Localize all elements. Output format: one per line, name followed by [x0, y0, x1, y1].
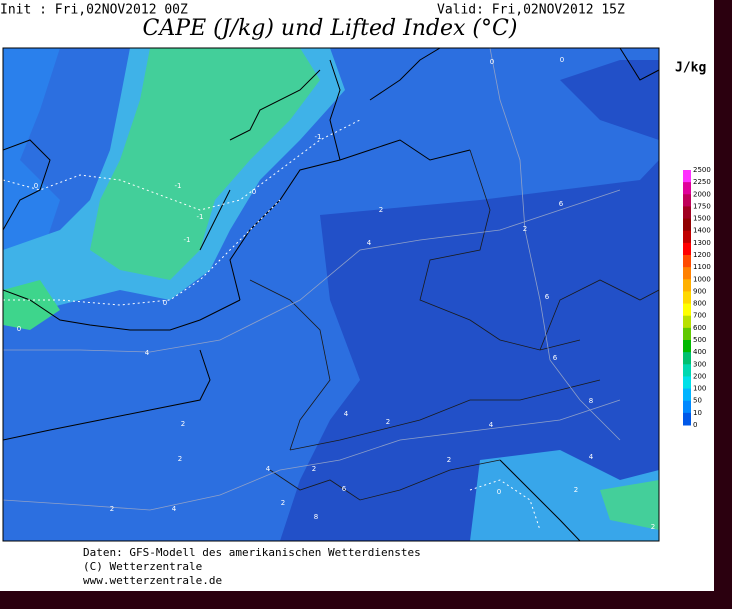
colorbar-swatch: [683, 340, 691, 353]
colorbar-label: 600: [693, 324, 706, 332]
contour-label: 2: [447, 456, 451, 464]
colorbar-label: 1200: [693, 251, 711, 259]
contour-label: 4: [489, 421, 494, 429]
colorbar-swatch: [683, 303, 691, 317]
field-green-2: [3, 280, 60, 330]
colorbar-label: 1000: [693, 275, 711, 283]
coastlines: [3, 48, 659, 541]
colorbar-swatch: [683, 291, 691, 305]
colorbar-label: 800: [693, 300, 706, 308]
colorbar-swatch: [683, 315, 691, 329]
contour-label: 4: [266, 465, 271, 473]
field-green: [90, 48, 320, 280]
colorbar-swatch: [683, 388, 691, 402]
colorbar-label: 2250: [693, 178, 711, 186]
contour-label: 0: [560, 56, 564, 64]
contour-label: 0: [497, 488, 501, 496]
contour-label: 2: [281, 499, 285, 507]
contour-label: 2: [110, 505, 114, 513]
colorbar-swatch: [683, 242, 691, 256]
contour-label: 8: [314, 513, 318, 521]
colorbar-label: 2000: [693, 190, 711, 198]
colorbar-label: 1750: [693, 202, 711, 210]
contour-label: 4: [172, 505, 177, 513]
colorbar-label: 200: [693, 372, 706, 380]
field-light: [3, 48, 60, 280]
colorbar-swatch: [683, 182, 691, 195]
colorbar-swatch: [683, 400, 691, 414]
contour-label: 0: [490, 58, 494, 66]
contour-label: 2: [386, 418, 390, 426]
colorbar-swatch: [683, 170, 691, 183]
contour-label: -1: [175, 182, 182, 190]
colorbar-swatch: [683, 352, 691, 365]
contour-label: 6: [559, 200, 564, 208]
contour-label: 0: [163, 299, 167, 307]
colorbar-swatch: [683, 267, 691, 280]
colorbar-swatch: [683, 230, 691, 244]
colorbar-swatch: [683, 412, 691, 426]
colorbar-swatch: [683, 376, 691, 390]
init-label: Init : Fri,02NOV2012 00Z: [0, 3, 188, 18]
contour-label: 0: [17, 325, 21, 333]
contour-label: 4: [589, 453, 594, 461]
contour-label: -1: [197, 213, 204, 221]
colorbar-swatch: [683, 194, 691, 207]
li-contours-pos: [3, 48, 621, 511]
colorbar-label: 50: [693, 397, 702, 405]
field-dark-2: [560, 60, 659, 140]
contour-label: 4: [145, 349, 150, 357]
colorbar-swatch: [683, 206, 691, 220]
colorbar-swatch: [683, 255, 691, 268]
contour-label: 0: [252, 188, 256, 196]
map-frame: [2, 47, 660, 542]
colorbar-label: 400: [693, 348, 706, 356]
colorbar-swatch: [683, 364, 691, 377]
li-contours: [3, 119, 541, 531]
field-dark: [280, 160, 659, 541]
contour-label: 2: [523, 225, 527, 233]
colorbar-swatch: [683, 279, 691, 292]
colorbar-label: 1300: [693, 239, 711, 247]
colorbar-label: 10: [693, 409, 702, 417]
footer-line: www.wetterzentrale.de: [83, 574, 222, 587]
contour-label: 8: [589, 397, 593, 405]
colorbar-label: 1100: [693, 263, 711, 271]
borders: [249, 149, 659, 501]
colorbar-label: 2500: [693, 166, 711, 174]
contour-label: 2: [312, 465, 316, 473]
colorbar-label: 900: [693, 287, 706, 295]
valid-label: Valid: Fri,02NOV2012 15Z: [437, 3, 625, 18]
contour-label: 0: [34, 182, 38, 190]
field-green-3: [600, 480, 659, 530]
colorbar-label: 1400: [693, 227, 711, 235]
colorbar-swatch: [683, 327, 691, 341]
contour-label: 4: [344, 410, 349, 418]
footer-line: Daten: GFS-Modell des amerikanischen Wet…: [83, 546, 421, 559]
contour-label: 2: [379, 206, 383, 214]
colorbar-label: 0: [693, 421, 697, 429]
colorbar-label: 300: [693, 360, 706, 368]
contour-label: 2: [574, 486, 578, 494]
contour-label: -1: [315, 133, 322, 141]
contour-label: 2: [178, 455, 182, 463]
map: [3, 48, 659, 541]
colorbar-label: 500: [693, 336, 706, 344]
colorbar-swatch: [683, 218, 691, 232]
contour-label: 2: [651, 523, 655, 531]
unit-label: J/kg: [675, 61, 706, 76]
contour-label: 6: [553, 354, 558, 362]
contour-label: 4: [367, 239, 372, 247]
contour-label: 6: [545, 293, 550, 301]
contour-label: 6: [342, 485, 347, 493]
contour-label: 2: [181, 420, 185, 428]
footer-line: (C) Wetterzentrale: [83, 560, 202, 573]
colorbar-label: 700: [693, 312, 706, 320]
contour-label: -1: [184, 236, 191, 244]
colorbar-label: 1500: [693, 215, 711, 223]
colorbar-label: 100: [693, 385, 706, 393]
title: CAPE (J/kg) und Lifted Index (°C): [143, 16, 518, 41]
